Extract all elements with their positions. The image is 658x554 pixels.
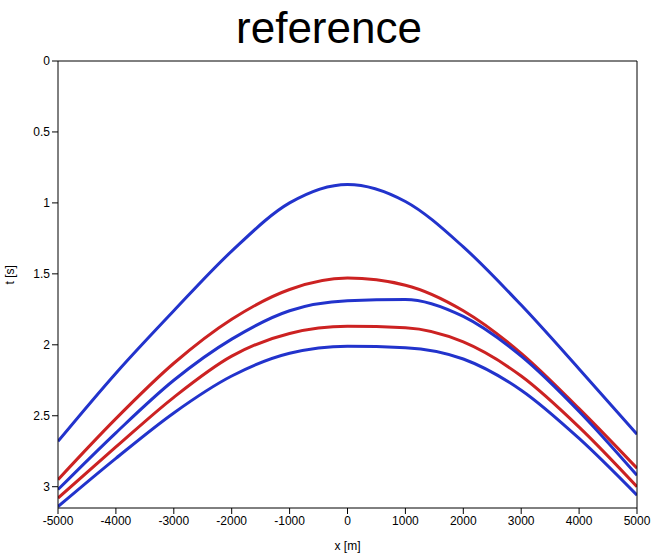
svg-text:-4000: -4000 (101, 514, 132, 528)
svg-text:0: 0 (43, 54, 50, 68)
svg-text:2: 2 (43, 338, 50, 352)
svg-text:-2000: -2000 (216, 514, 247, 528)
svg-text:5000: 5000 (624, 514, 651, 528)
html-text:reference: reference (236, 3, 422, 52)
svg-text:t [s]: t [s] (3, 265, 17, 284)
svg-text:3000: 3000 (508, 514, 535, 528)
svg-text:0.5: 0.5 (33, 125, 50, 139)
svg-text:4000: 4000 (566, 514, 593, 528)
svg-text:2.5: 2.5 (33, 409, 50, 423)
svg-text:0: 0 (344, 514, 351, 528)
svg-text:x [m]: x [m] (335, 539, 361, 553)
svg-text:2000: 2000 (450, 514, 477, 528)
svg-text:-5000: -5000 (43, 514, 74, 528)
svg-text:1000: 1000 (392, 514, 419, 528)
svg-text:1.5: 1.5 (33, 267, 50, 281)
svg-text:-3000: -3000 (158, 514, 189, 528)
svg-text:-1000: -1000 (274, 514, 305, 528)
svg-text:1: 1 (43, 196, 50, 210)
svg-text:3: 3 (43, 480, 50, 494)
